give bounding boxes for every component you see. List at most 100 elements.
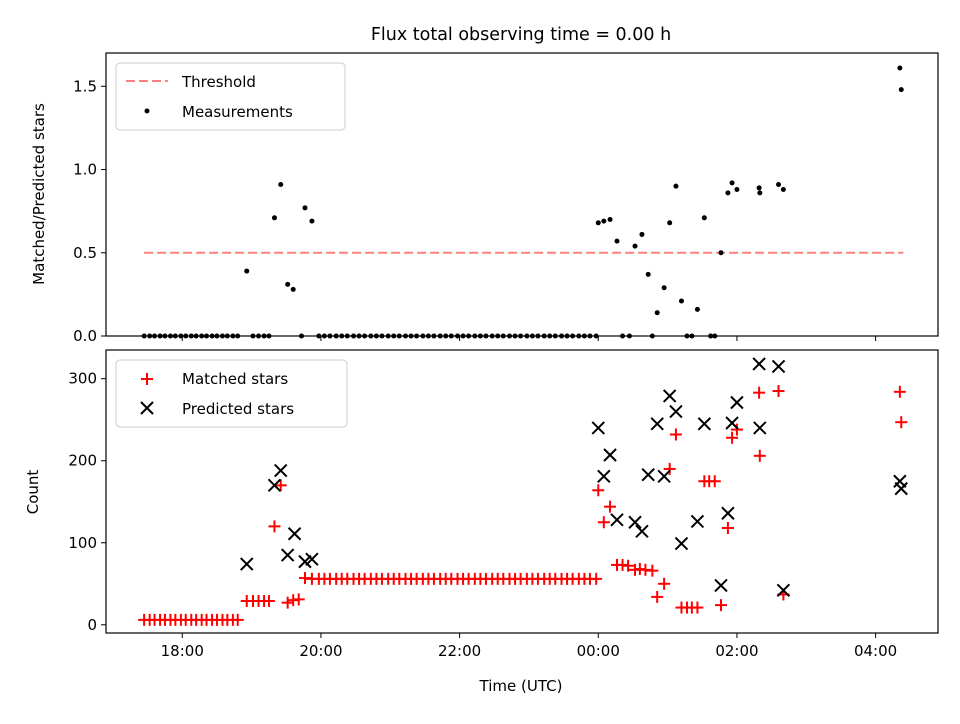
legend-measurements-label: Measurements: [182, 103, 293, 121]
x-tick-label: 02:00: [715, 642, 758, 660]
matched-star-point: [658, 577, 671, 590]
predicted-star-point: [697, 417, 712, 431]
bottom-legend-box: [115, 359, 348, 428]
measurement-point: [701, 215, 707, 221]
measurement-point: [309, 218, 315, 224]
predicted-star-point: [305, 552, 319, 566]
top-y-tick-label: 1.5: [73, 77, 97, 95]
top-legend-box: [115, 62, 346, 131]
predicted-star-point: [591, 421, 605, 435]
matched-star-point: [622, 559, 635, 572]
predicted-star-point: [280, 548, 295, 562]
predicted-star-point: [776, 583, 791, 598]
matched-star-point: [292, 593, 305, 606]
bottom-y-label: Count: [24, 470, 42, 515]
matched-star-point: [753, 449, 766, 462]
predicted-star-point: [725, 416, 739, 430]
matched-star-point: [592, 484, 605, 497]
measurement-point: [729, 180, 735, 186]
measurement-point: [898, 87, 904, 93]
predicted-star-point: [274, 463, 288, 478]
legend-threshold-label: Threshold: [181, 73, 256, 91]
top-y-label: Matched/Predicted stars: [30, 103, 48, 285]
predicted-star-point: [628, 515, 642, 529]
measurement-point: [614, 238, 620, 244]
bottom-panel: 0 100 200 300 18:00 20:00 22:00 00:00 02:00 04:0…: [24, 349, 939, 695]
measurement-point: [667, 220, 673, 226]
predicted-star-point: [240, 557, 254, 571]
legend-predicted-swatch: [140, 401, 154, 415]
measurement-point: [776, 182, 782, 188]
matched-star-point: [772, 385, 785, 398]
matched-star-point: [721, 522, 734, 535]
chart-title: Flux total observing time = 0.00 h: [371, 25, 671, 45]
predicted-star-point: [894, 481, 908, 496]
measurement-point: [661, 285, 667, 291]
bottom-y-tick-label: 200: [68, 452, 97, 470]
top-plot-frame: [105, 52, 939, 337]
matched-star-point: [268, 520, 281, 533]
matched-star-point: [646, 564, 659, 577]
measurement-point: [673, 183, 679, 189]
matched-star-point: [726, 431, 739, 444]
matched-star-point: [708, 475, 721, 488]
matched-star-point: [753, 386, 766, 399]
matched-star-point: [691, 601, 704, 614]
matched-star-point: [274, 479, 287, 492]
bottom-y-tick-label: 300: [68, 370, 97, 388]
matched-star-point: [663, 462, 676, 475]
top-measurements-group: [141, 65, 904, 339]
measurement-point: [285, 281, 291, 287]
matched-star-point: [730, 423, 743, 436]
predicted-star-point: [610, 513, 624, 527]
predicted-star-point: [603, 448, 617, 462]
measurement-point: [601, 218, 607, 224]
matched-star-point: [604, 500, 617, 513]
bottom-x-axis: 18:00 20:00 22:00 00:00 02:00 04:00: [161, 633, 897, 660]
bottom-y-tick-label: 0: [87, 616, 97, 634]
bottom-y-tick-label: 100: [68, 534, 97, 552]
measurement-point: [632, 243, 638, 249]
bottom-plot-frame: [105, 349, 939, 634]
measurement-point: [278, 182, 284, 188]
bottom-y-axis: 0 100 200 300: [68, 370, 106, 634]
predicted-star-point: [641, 467, 655, 482]
measurement-point: [694, 306, 700, 312]
top-legend: Threshold Measurements: [115, 62, 346, 131]
predicted-star-point: [597, 469, 611, 484]
measurement-point: [756, 185, 762, 191]
matched-star-point: [893, 385, 906, 398]
predicted-star-point: [287, 527, 302, 541]
measurement-point: [718, 250, 724, 256]
measurement-point: [244, 268, 250, 274]
top-y-axis: 0.0 0.5 1.0 1.5: [73, 77, 106, 345]
matched-star-point: [895, 416, 908, 429]
top-y-tick-label: 0.0: [73, 327, 97, 345]
top-panel: 0.0 0.5 1.0 1.5 Matched/Predicted stars Thr…: [30, 52, 939, 345]
measurement-point: [607, 216, 613, 222]
predicted-star-point: [669, 404, 683, 419]
measurement-point: [757, 190, 763, 196]
x-tick-label: 20:00: [299, 642, 342, 660]
top-y-tick-label: 0.5: [73, 244, 97, 262]
measurement-point: [725, 190, 731, 196]
bottom-points-group: [138, 357, 908, 626]
matched-star-point: [669, 428, 682, 441]
matched-star-point: [262, 595, 275, 608]
x-axis-label: Time (UTC): [479, 677, 563, 695]
measurement-point: [302, 205, 308, 211]
top-x-ticks: [181, 336, 877, 341]
x-tick-label: 22:00: [438, 642, 481, 660]
predicted-star-point: [730, 395, 744, 410]
measurement-point: [271, 215, 277, 221]
predicted-star-point: [657, 469, 671, 484]
measurement-point: [780, 187, 786, 193]
predicted-star-point: [771, 359, 786, 374]
top-y-tick-label: 1.0: [73, 161, 97, 179]
predicted-star-point: [753, 421, 767, 435]
x-tick-label: 04:00: [854, 642, 897, 660]
measurement-point: [734, 187, 740, 193]
matched-star-point: [590, 572, 603, 585]
legend-matched-swatch: [141, 373, 153, 385]
